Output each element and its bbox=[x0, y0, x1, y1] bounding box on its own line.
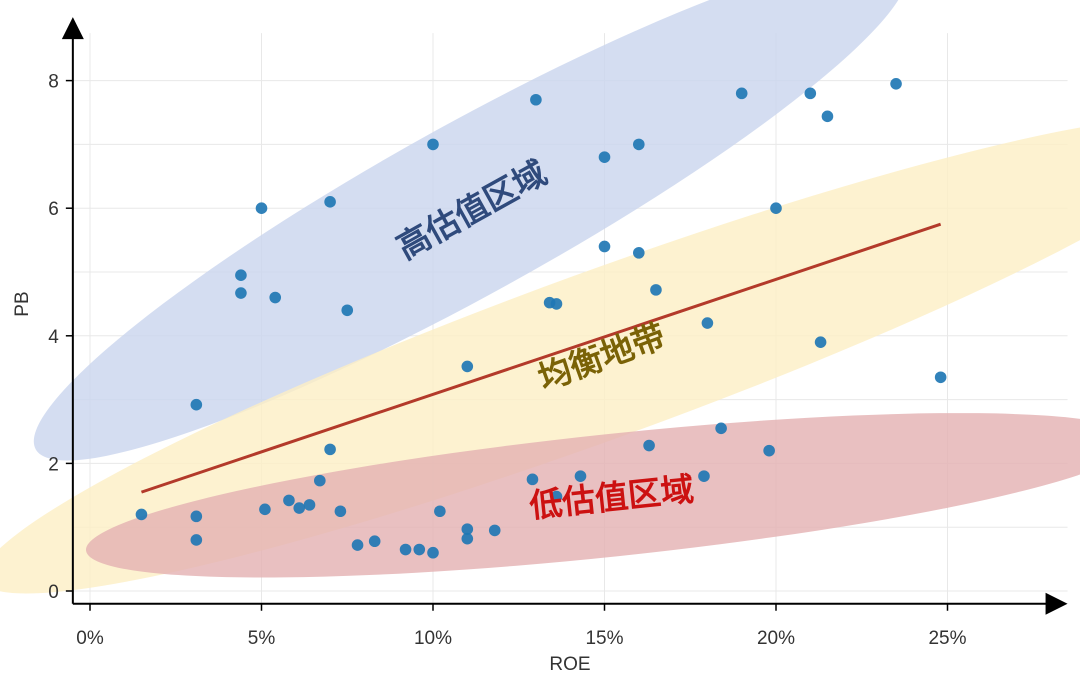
data-point bbox=[574, 470, 587, 482]
data-point bbox=[934, 371, 947, 384]
data-point bbox=[461, 523, 474, 535]
data-point bbox=[735, 87, 748, 100]
data-point bbox=[259, 503, 271, 516]
tick-labels: 0% 5% 10% 15% 20% 25% 0 2 4 6 8 bbox=[48, 72, 966, 649]
x-axis-title: ROE bbox=[549, 654, 590, 675]
data-point bbox=[715, 422, 727, 435]
x-tick-label: 25% bbox=[928, 628, 966, 649]
y-tick-label: 4 bbox=[48, 327, 59, 348]
data-point bbox=[461, 532, 474, 545]
data-point bbox=[324, 196, 336, 208]
data-point bbox=[461, 360, 474, 373]
data-point bbox=[530, 93, 542, 106]
data-point bbox=[763, 444, 775, 457]
y-tick-label: 8 bbox=[48, 72, 59, 93]
data-point bbox=[341, 304, 354, 317]
data-point bbox=[643, 439, 655, 452]
data-point bbox=[770, 202, 782, 214]
data-point bbox=[283, 494, 295, 507]
data-point bbox=[821, 110, 834, 123]
axes bbox=[61, 17, 1068, 615]
data-point bbox=[526, 473, 539, 486]
data-point bbox=[303, 499, 316, 511]
data-points bbox=[135, 77, 947, 559]
data-point bbox=[890, 77, 902, 90]
data-point bbox=[633, 247, 645, 259]
data-point bbox=[351, 539, 364, 551]
data-point bbox=[235, 269, 247, 281]
data-point bbox=[701, 317, 714, 329]
y-tick-label: 0 bbox=[48, 582, 59, 603]
x-tick-label: 15% bbox=[585, 628, 623, 649]
trendline-layer bbox=[140, 222, 942, 494]
data-point bbox=[550, 490, 563, 503]
data-point bbox=[650, 284, 662, 296]
data-point bbox=[269, 291, 282, 304]
data-point bbox=[598, 151, 611, 163]
data-point bbox=[598, 240, 611, 253]
data-point bbox=[190, 534, 203, 546]
x-tick-label: 5% bbox=[248, 628, 276, 649]
data-point bbox=[413, 543, 426, 556]
data-point bbox=[235, 287, 247, 299]
trendline bbox=[140, 222, 942, 494]
data-point bbox=[314, 474, 326, 487]
zone-ellipse bbox=[33, 0, 908, 461]
x-axis-arrow bbox=[1045, 592, 1068, 615]
data-point bbox=[190, 398, 203, 411]
zone-ellipse bbox=[85, 413, 1080, 578]
data-point bbox=[698, 470, 710, 482]
x-tick-label: 0% bbox=[76, 628, 104, 649]
x-tick-label: 20% bbox=[757, 628, 795, 649]
data-point bbox=[324, 443, 336, 456]
data-point bbox=[399, 543, 412, 556]
data-point bbox=[368, 535, 381, 548]
data-point bbox=[814, 336, 827, 348]
data-point bbox=[334, 505, 347, 518]
data-point bbox=[293, 502, 306, 514]
x-tick-label: 10% bbox=[414, 628, 452, 649]
data-point bbox=[550, 298, 563, 310]
data-point bbox=[633, 138, 645, 151]
data-point bbox=[804, 87, 817, 100]
data-point bbox=[488, 524, 501, 537]
data-point bbox=[434, 505, 446, 518]
y-tick-label: 6 bbox=[48, 199, 59, 220]
data-point bbox=[135, 508, 148, 521]
y-axis-title: PB bbox=[12, 291, 33, 316]
data-point bbox=[427, 546, 439, 559]
y-axis-arrow bbox=[61, 17, 84, 40]
y-tick-label: 2 bbox=[48, 454, 59, 475]
data-point bbox=[190, 510, 203, 523]
data-point bbox=[255, 202, 268, 214]
data-point bbox=[427, 138, 439, 151]
